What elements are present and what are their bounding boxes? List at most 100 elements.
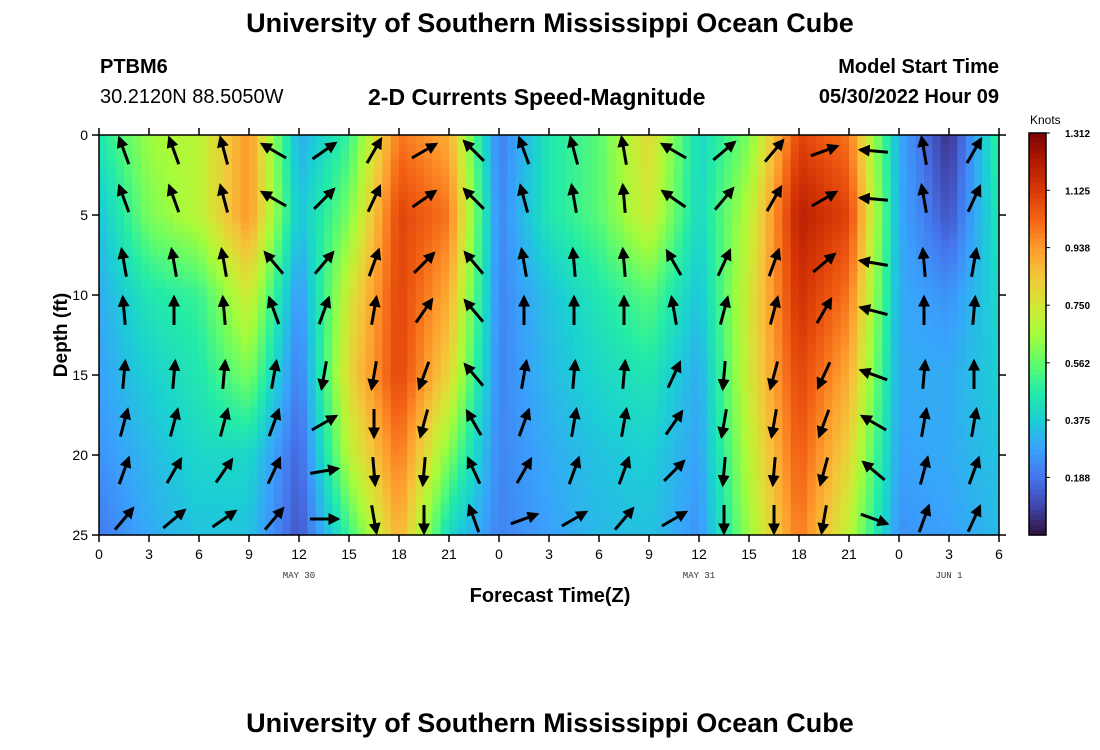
heatmap-cell bbox=[982, 327, 992, 336]
heatmap-cell bbox=[349, 175, 358, 184]
heatmap-cell bbox=[815, 367, 825, 376]
heatmap-cell bbox=[232, 239, 242, 248]
heatmap-cell bbox=[299, 423, 308, 432]
heatmap-cell bbox=[632, 399, 642, 408]
heatmap-cell bbox=[932, 431, 942, 440]
heatmap-cell bbox=[565, 255, 575, 264]
heatmap-cell bbox=[99, 335, 108, 344]
heatmap-cell bbox=[599, 231, 608, 240]
heatmap-cell bbox=[899, 207, 908, 216]
heatmap-cell bbox=[415, 335, 425, 344]
heatmap-cell bbox=[424, 151, 433, 160]
heatmap-cell bbox=[857, 239, 867, 248]
heatmap-cell bbox=[257, 175, 267, 184]
heatmap-cell bbox=[540, 399, 550, 408]
heatmap-cell bbox=[240, 271, 250, 280]
heatmap-cell bbox=[990, 383, 1000, 392]
heatmap-cell bbox=[249, 215, 258, 224]
heatmap-cell bbox=[482, 327, 492, 336]
heatmap-cell bbox=[432, 407, 442, 416]
heatmap-cell bbox=[807, 167, 817, 176]
heatmap-cell bbox=[390, 463, 400, 472]
heatmap-cell bbox=[349, 327, 358, 336]
heatmap-cell bbox=[790, 167, 800, 176]
heatmap-cell bbox=[149, 471, 158, 480]
heatmap-cell bbox=[157, 439, 167, 448]
heatmap-cell bbox=[957, 263, 967, 272]
heatmap-cell bbox=[407, 199, 417, 208]
heatmap-cell bbox=[790, 447, 800, 456]
heatmap-cell bbox=[940, 455, 950, 464]
heatmap-cell bbox=[432, 367, 442, 376]
heatmap-cell bbox=[215, 423, 225, 432]
heatmap-cell bbox=[590, 479, 600, 488]
heatmap-cell bbox=[649, 335, 658, 344]
heatmap-cell bbox=[315, 287, 325, 296]
heatmap-cell bbox=[282, 159, 292, 168]
heatmap-cell bbox=[849, 223, 858, 232]
heatmap-cell bbox=[940, 295, 950, 304]
heatmap-cell bbox=[99, 151, 108, 160]
heatmap-cell bbox=[857, 375, 867, 384]
heatmap-cell bbox=[257, 239, 267, 248]
heatmap-cell bbox=[524, 423, 533, 432]
heatmap-cell bbox=[299, 175, 308, 184]
heatmap-cell bbox=[390, 231, 400, 240]
heatmap-cell bbox=[574, 183, 583, 192]
heatmap-cell bbox=[415, 159, 425, 168]
heatmap-cell bbox=[974, 447, 983, 456]
heatmap-cell bbox=[540, 183, 550, 192]
heatmap-cell bbox=[774, 383, 783, 392]
heatmap-cell bbox=[232, 231, 242, 240]
heatmap-cell bbox=[174, 431, 183, 440]
heatmap-cell bbox=[607, 287, 617, 296]
heatmap-cell bbox=[515, 151, 525, 160]
heatmap-cell bbox=[415, 487, 425, 496]
heatmap-cell bbox=[982, 375, 992, 384]
heatmap-cell bbox=[449, 431, 458, 440]
heatmap-cell bbox=[199, 375, 208, 384]
heatmap-cell bbox=[515, 375, 525, 384]
heatmap-cell bbox=[815, 447, 825, 456]
heatmap-cell bbox=[249, 391, 258, 400]
heatmap-cell bbox=[515, 207, 525, 216]
heatmap-cell bbox=[732, 175, 742, 184]
heatmap-cell bbox=[382, 351, 392, 360]
heatmap-cell bbox=[965, 351, 975, 360]
heatmap-cell bbox=[324, 479, 333, 488]
heatmap-cell bbox=[357, 231, 367, 240]
heatmap-cell bbox=[949, 367, 958, 376]
heatmap-cell bbox=[674, 423, 683, 432]
heatmap-cell bbox=[932, 287, 942, 296]
heatmap-cell bbox=[665, 367, 675, 376]
heatmap-cell bbox=[390, 335, 400, 344]
heatmap-cell bbox=[674, 495, 683, 504]
heatmap-cell bbox=[482, 375, 492, 384]
heatmap-cell bbox=[690, 391, 700, 400]
heatmap-cell bbox=[957, 231, 967, 240]
heatmap-cell bbox=[374, 199, 383, 208]
heatmap-cell bbox=[799, 327, 808, 336]
heatmap-cell bbox=[132, 383, 142, 392]
heatmap-cell bbox=[790, 487, 800, 496]
heatmap-cell bbox=[165, 455, 175, 464]
heatmap-cell bbox=[532, 215, 542, 224]
heatmap-cell bbox=[149, 431, 158, 440]
heatmap-cell bbox=[407, 439, 417, 448]
heatmap-cell bbox=[849, 303, 858, 312]
heatmap-cell bbox=[590, 263, 600, 272]
heatmap-cell bbox=[449, 303, 458, 312]
heatmap-cell bbox=[857, 231, 867, 240]
heatmap-cell bbox=[724, 399, 733, 408]
heatmap-cell bbox=[599, 367, 608, 376]
heatmap-cell bbox=[232, 287, 242, 296]
heatmap-cell bbox=[207, 351, 217, 360]
heatmap-cell bbox=[365, 207, 375, 216]
heatmap-cell bbox=[440, 263, 450, 272]
heatmap-cell bbox=[732, 215, 742, 224]
heatmap-cell bbox=[882, 487, 892, 496]
heatmap-cell bbox=[332, 383, 342, 392]
heatmap-cell bbox=[257, 263, 267, 272]
heatmap-cell bbox=[232, 495, 242, 504]
heatmap-cell bbox=[807, 399, 817, 408]
